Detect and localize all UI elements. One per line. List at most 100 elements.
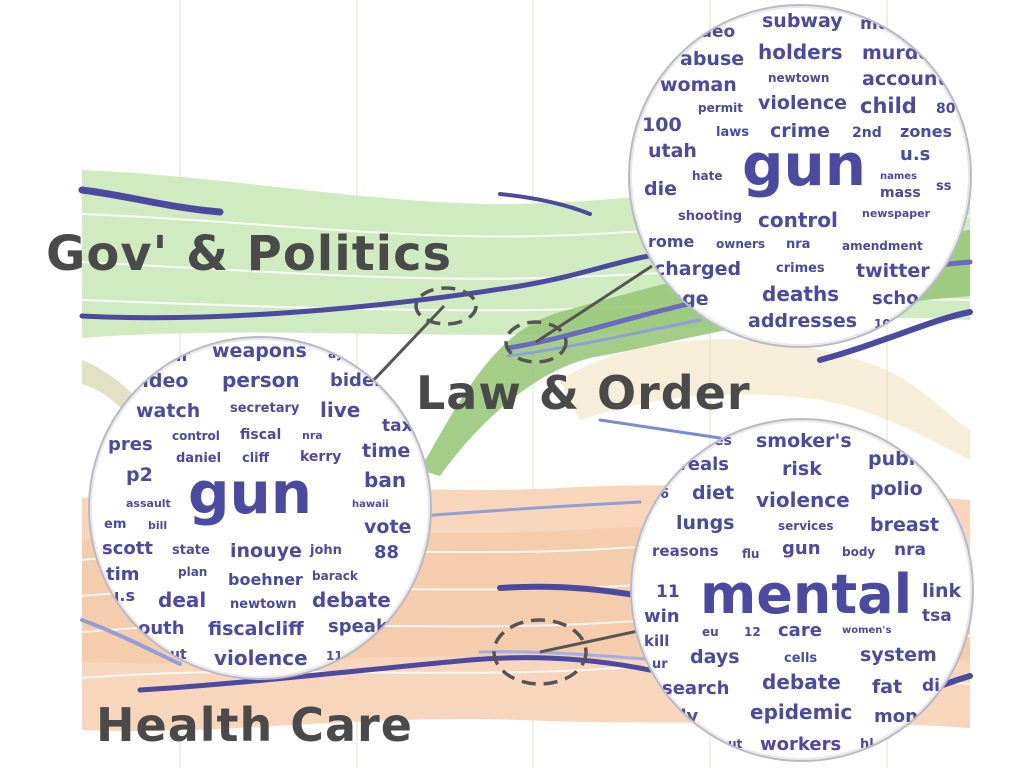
cloud-word: amendment xyxy=(842,239,923,253)
cloud-word: breast xyxy=(870,514,940,536)
gun-thread xyxy=(498,192,592,216)
cloud-word: person xyxy=(222,368,300,392)
health-care-word-cloud[interactable]: es smoker's veals risk publ 6 diet viole… xyxy=(630,418,974,762)
other-topic-stream xyxy=(560,339,970,460)
cloud-word: owners xyxy=(716,237,766,251)
cloud-word: watch xyxy=(136,400,201,422)
cloud-word: account xyxy=(862,68,947,90)
cloud-word: em xyxy=(104,517,127,532)
cloud-word: die xyxy=(644,178,677,200)
cloud-word: hate xyxy=(692,169,723,183)
cloud-word: barack xyxy=(312,569,358,583)
cloud-word: 100 xyxy=(642,114,682,136)
cloud-word: assault xyxy=(126,497,171,510)
health-care-label: Health Care xyxy=(96,698,413,752)
cloud-word: es xyxy=(714,433,732,449)
cloud-word: gun xyxy=(782,538,821,559)
gun-thread xyxy=(78,186,224,216)
law-order-label: Law & Order xyxy=(416,366,751,420)
cloud-word: ay xyxy=(328,347,344,361)
cloud-word: weapons xyxy=(212,340,307,362)
cloud-word: cells xyxy=(784,651,818,666)
cloud-word: system xyxy=(860,644,937,666)
cloud-word: crimes xyxy=(776,261,825,276)
cloud-word: 12 xyxy=(744,625,761,639)
cloud-word: polio xyxy=(870,478,923,500)
cloud-word: 80 xyxy=(936,101,956,117)
cloud-word: tsa xyxy=(922,606,952,626)
cloud-word: fat xyxy=(872,676,903,698)
cloud-word: diet xyxy=(692,482,735,504)
law-callout-leader xyxy=(535,264,653,344)
cloud-word: u.s xyxy=(900,144,931,165)
cloud-word: ban xyxy=(364,468,407,492)
cloud-word: reasons xyxy=(652,542,719,560)
cloud-word: mental xyxy=(700,563,913,626)
cloud-word: newtown xyxy=(230,597,297,612)
gun-thread xyxy=(478,650,662,662)
cloud-word: scott xyxy=(102,538,153,559)
cloud-word: mass xyxy=(880,185,921,201)
cloud-word: tax xyxy=(382,416,413,436)
cloud-word: ally xyxy=(662,706,699,727)
cloud-word: child xyxy=(860,94,917,118)
cloud-word: fiscal xyxy=(240,427,282,443)
cloud-word: utah xyxy=(648,140,697,162)
cloud-word: care xyxy=(778,620,822,641)
cloud-word: permit xyxy=(698,101,743,115)
cloud-word: 88 xyxy=(374,542,400,563)
callout-leaders xyxy=(368,264,653,654)
law-order-word-cloud[interactable]: ideo subway mu abuse holders murde woman… xyxy=(628,4,972,348)
gun-thread xyxy=(137,655,653,693)
cloud-word: nra xyxy=(786,237,811,252)
cloud-word: services xyxy=(778,519,834,533)
cloud-word: ar xyxy=(170,346,190,366)
gov-politics-word-cloud[interactable]: ar weapons ay video person biden watch s… xyxy=(88,336,432,680)
cloud-word: debate xyxy=(762,670,841,694)
cloud-word: 11 xyxy=(656,582,680,602)
cloud-word: murde xyxy=(862,42,932,64)
cloud-word: fiscalcliff xyxy=(208,618,304,640)
cloud-word: eu xyxy=(702,625,719,639)
cloud-word: rome xyxy=(648,232,695,251)
cloud-word: crime xyxy=(770,120,830,142)
gun-thread xyxy=(598,418,722,440)
cloud-word: u.s xyxy=(108,586,135,605)
cloud-word: ss xyxy=(936,179,952,194)
cloud-word: newtown xyxy=(768,71,830,85)
cloud-word: p2 xyxy=(126,464,153,486)
cloud-word: search xyxy=(662,678,730,699)
cloud-word: women's xyxy=(842,625,892,636)
cloud-word: pres xyxy=(108,434,153,455)
cloud-word: laws xyxy=(716,125,749,140)
cloud-word: link xyxy=(922,580,962,602)
cloud-word: biden xyxy=(330,370,387,391)
cloud-word: publ xyxy=(868,448,916,470)
cloud-word: days xyxy=(690,646,740,668)
cloud-word: 10 xyxy=(874,317,891,331)
cloud-word: hl xyxy=(860,737,874,752)
gov-callout-leader xyxy=(368,304,446,386)
cloud-word: risk xyxy=(782,458,822,480)
gov-politics-label: Gov' & Politics xyxy=(46,226,453,282)
cloud-word: epidemic xyxy=(750,700,853,724)
cloud-word: nra xyxy=(894,540,926,560)
gun-thread xyxy=(79,251,663,321)
cloud-word: inouye xyxy=(230,540,302,562)
cloud-word: cliff xyxy=(242,451,270,466)
cloud-word: body xyxy=(842,545,876,559)
cloud-word: deaths xyxy=(762,282,840,306)
cloud-word: time xyxy=(362,440,411,462)
cloud-word: violence xyxy=(756,488,850,512)
cloud-word: holders xyxy=(758,40,843,64)
cloud-word: mu xyxy=(860,14,890,34)
highlight-ellipses xyxy=(414,286,588,686)
cloud-word: newspaper xyxy=(862,207,931,220)
gun-thread xyxy=(418,500,642,518)
cloud-word: speak xyxy=(328,616,388,637)
cloud-word: shooting xyxy=(678,209,743,224)
cloud-word: video xyxy=(130,370,189,392)
cloud-word: addresses xyxy=(748,310,858,332)
cloud-word: ur xyxy=(652,657,668,672)
cloud-word: veals xyxy=(676,454,729,475)
